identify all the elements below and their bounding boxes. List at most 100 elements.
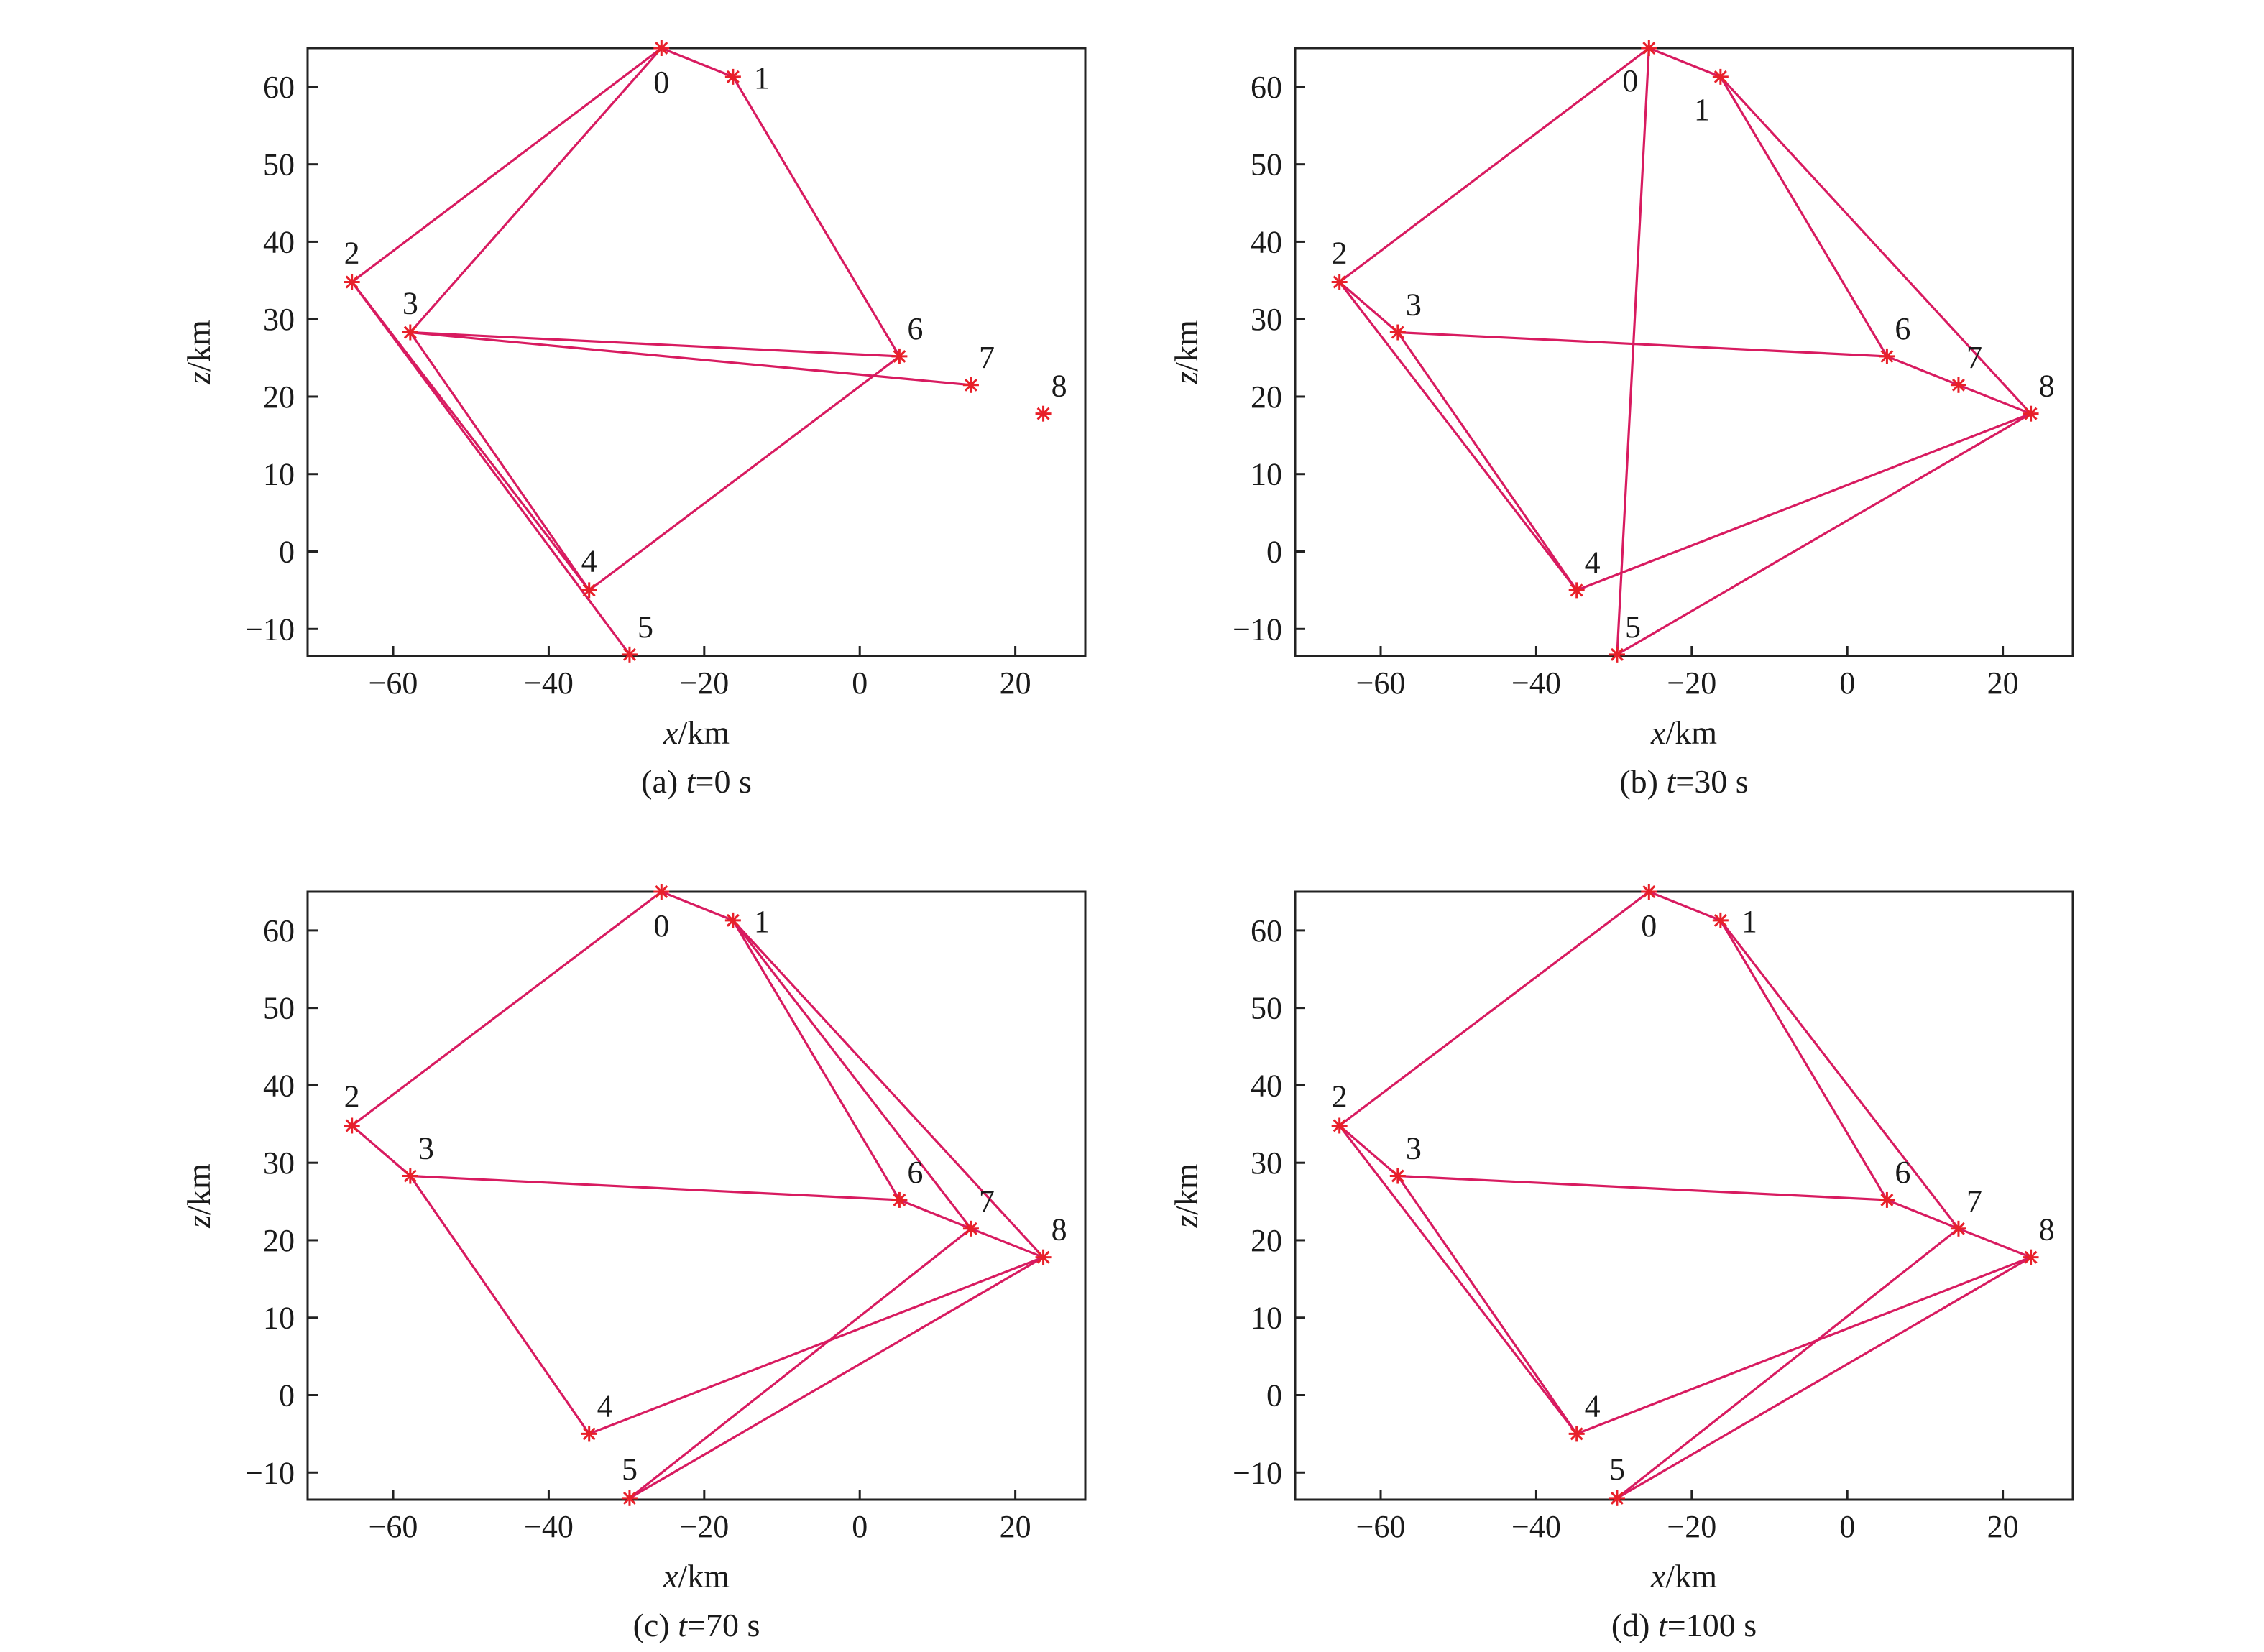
network-edge-2-3: [1338, 280, 1399, 334]
x-axis-label: x/km: [663, 1558, 730, 1595]
network-edge-3-4: [1396, 331, 1578, 591]
node-marker-8: [2023, 405, 2039, 422]
network-edge-2-4: [1338, 280, 1578, 591]
network-edge-0-5: [1616, 47, 1650, 656]
network-edge-4-8: [588, 1256, 1045, 1435]
x-tick-label: −40: [1511, 665, 1561, 701]
x-tick-label: 0: [852, 1509, 868, 1544]
x-tick-label: −60: [1356, 1509, 1406, 1544]
y-tick-label: 20: [263, 379, 295, 415]
node-label-5: 5: [622, 1452, 638, 1487]
node-marker-6: [891, 1191, 908, 1208]
node-marker-2: [1331, 274, 1348, 290]
network-edge-3-4: [409, 1174, 591, 1435]
network-edge-1-8: [732, 919, 1045, 1259]
node-marker-8: [1035, 405, 1052, 422]
y-tick-label: 20: [263, 1223, 295, 1258]
x-tick-label: 0: [852, 665, 868, 701]
y-tick-label: 40: [263, 1068, 295, 1103]
plot-frame: [1294, 890, 2074, 1501]
y-tick-label: 10: [1251, 457, 1282, 492]
network-edge-5-8: [1616, 1256, 2033, 1500]
y-tick-label: 60: [263, 70, 295, 105]
node-marker-8: [2023, 1249, 2039, 1265]
panel-c: −60 −40 −20 0 20−100102030405060x/kmz/km(c) …: [180, 884, 1087, 1643]
y-tick-label: 10: [263, 457, 295, 492]
panel-caption: (b) t=30 s: [1619, 763, 1748, 800]
network-edge-2-4: [1338, 1124, 1578, 1435]
y-tick-label: 0: [1266, 535, 1282, 570]
y-tick-label: 50: [1251, 991, 1282, 1026]
node-marker-7: [1950, 377, 1966, 393]
network-edge-6-7: [898, 1199, 972, 1230]
y-tick-label: 60: [1251, 913, 1282, 949]
network-edge-2-3: [1338, 1124, 1399, 1178]
panel-caption: (a) t=0 s: [641, 763, 752, 800]
network-edge-3-6: [409, 331, 901, 358]
node-label-8: 8: [2039, 369, 2055, 404]
x-axis-label: x/km: [663, 714, 730, 751]
network-edge-0-2: [351, 890, 663, 1127]
x-tick-label: −20: [1667, 665, 1716, 701]
node-marker-4: [581, 582, 597, 599]
node-label-1: 1: [1741, 904, 1757, 939]
network-edge-4-8: [1575, 1256, 2033, 1435]
node-marker-7: [962, 1220, 979, 1237]
x-tick-label: 20: [1000, 665, 1031, 701]
network-edge-1-6: [732, 75, 901, 358]
node-label-3: 3: [402, 286, 418, 321]
network-edge-7-8: [1957, 1227, 2033, 1259]
x-tick-label: 20: [1000, 1509, 1031, 1544]
network-edge-1-7: [1719, 919, 1960, 1230]
node-label-6: 6: [1895, 1155, 1910, 1190]
y-tick-label: −10: [1233, 612, 1282, 647]
panel-a: −60 −40 −20 0 20−100102030405060x/kmz/km(a) …: [180, 40, 1087, 800]
node-marker-2: [344, 1117, 360, 1134]
y-axis-label: z/km: [180, 1163, 217, 1229]
network-edge-0-1: [1647, 890, 1722, 922]
y-tick-label: −10: [245, 1455, 295, 1490]
y-tick-label: 30: [263, 1145, 295, 1181]
node-marker-0: [653, 40, 670, 56]
node-label-1: 1: [1694, 92, 1710, 127]
node-label-0: 0: [1622, 63, 1638, 98]
node-marker-2: [344, 274, 360, 290]
node-label-8: 8: [2039, 1212, 2055, 1247]
node-label-4: 4: [581, 543, 597, 578]
node-marker-5: [1609, 646, 1625, 663]
node-label-3: 3: [1406, 1131, 1422, 1166]
panel-caption: (d) t=100 s: [1611, 1607, 1757, 1643]
plot-frame: [306, 47, 1087, 657]
y-tick-label: −10: [1233, 1455, 1282, 1490]
plot-frame: [1294, 47, 2074, 657]
x-tick-label: −40: [524, 1509, 574, 1544]
network-edge-3-6: [1396, 1174, 1889, 1201]
y-tick-label: 0: [279, 1378, 295, 1413]
node-label-4: 4: [597, 1388, 613, 1423]
network-edge-1-8: [1719, 75, 2033, 415]
y-axis-label: z/km: [1168, 1163, 1205, 1229]
network-edge-5-7: [628, 1227, 972, 1500]
plot-frame: [306, 890, 1087, 1501]
node-marker-6: [1879, 348, 1895, 364]
y-tick-label: 10: [263, 1301, 295, 1336]
node-label-7: 7: [1966, 340, 1982, 375]
network-edge-7-8: [970, 1227, 1045, 1259]
x-tick-label: 20: [1987, 665, 2019, 701]
node-marker-0: [653, 884, 670, 900]
network-edge-3-4: [409, 331, 591, 591]
network-edge-6-7: [1885, 1199, 1960, 1230]
x-tick-label: −40: [524, 665, 574, 701]
node-marker-3: [402, 324, 418, 341]
network-edge-5-8: [1616, 412, 2033, 656]
node-marker-3: [1389, 324, 1406, 341]
network-edge-2-3: [351, 1124, 412, 1178]
y-tick-label: 0: [1266, 1378, 1282, 1413]
node-label-3: 3: [1406, 287, 1422, 323]
node-marker-0: [1641, 40, 1657, 56]
node-marker-5: [621, 1490, 638, 1506]
node-label-8: 8: [1052, 1212, 1067, 1247]
y-tick-label: 40: [263, 224, 295, 259]
y-tick-label: 40: [1251, 224, 1282, 259]
node-marker-6: [1879, 1191, 1895, 1208]
